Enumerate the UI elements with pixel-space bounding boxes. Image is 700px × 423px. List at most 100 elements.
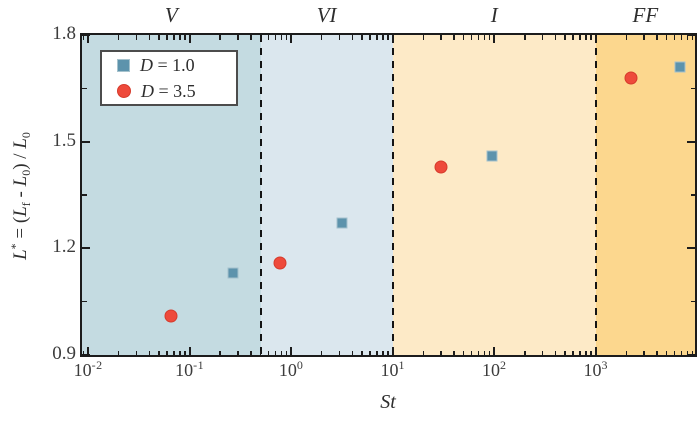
legend-value: = 3.5 [154, 80, 196, 101]
minor-tick [351, 350, 354, 355]
minor-tick [184, 35, 186, 40]
regime-boundary-line [391, 35, 394, 355]
minor-tick [166, 35, 168, 40]
minor-tick [361, 35, 363, 40]
minor-tick [285, 35, 288, 40]
minor-tick [524, 350, 526, 355]
region-band-vi [260, 35, 393, 355]
minor-tick [690, 87, 695, 90]
data-point-circle [434, 160, 448, 174]
minor-tick [274, 350, 277, 355]
data-point-circle [273, 256, 287, 270]
region-label-ff: FF [632, 3, 659, 27]
minor-tick [376, 35, 378, 40]
major-tick [687, 247, 695, 250]
minor-tick [338, 350, 341, 355]
minor-tick [179, 350, 181, 355]
region-label-i: I [490, 3, 498, 27]
minor-tick [585, 35, 587, 40]
x-axis-label: St [380, 391, 396, 413]
minor-tick [320, 350, 323, 355]
y-tick-label: 1.5 [52, 129, 76, 151]
minor-tick [382, 35, 384, 40]
minor-tick [158, 35, 160, 40]
minor-tick [280, 350, 283, 355]
minor-tick [250, 35, 252, 40]
y-tick-label: 0.9 [52, 343, 76, 364]
regime-boundary-line [594, 35, 597, 355]
minor-tick [422, 350, 424, 355]
minor-tick [117, 350, 120, 355]
major-tick [82, 247, 90, 250]
minor-tick [338, 35, 341, 40]
minor-tick [387, 350, 389, 355]
minor-tick [483, 350, 486, 355]
y-tick-label: 1.8 [52, 23, 76, 44]
minor-tick [361, 350, 363, 355]
minor-tick [680, 35, 683, 40]
minor-tick [673, 350, 676, 355]
minor-tick [82, 35, 85, 40]
x-tick-label: 102 [481, 358, 507, 380]
minor-tick [184, 350, 186, 355]
major-tick [87, 35, 90, 43]
y-axis-label-part: L [10, 175, 31, 187]
minor-tick [453, 35, 455, 40]
minor-tick [590, 350, 592, 355]
region-band-i [392, 35, 596, 355]
legend: D = 1.0 D = 3.5 [100, 50, 238, 106]
minor-tick [267, 350, 270, 355]
minor-tick [259, 350, 262, 355]
data-point-circle [164, 309, 178, 323]
major-tick [594, 347, 597, 355]
minor-tick [82, 194, 87, 196]
minor-tick [237, 350, 239, 355]
circle-marker-icon [117, 84, 131, 98]
minor-tick [280, 35, 283, 40]
major-tick [82, 34, 90, 36]
major-tick [188, 347, 191, 355]
y-axis-label-part: - [10, 186, 31, 203]
y-axis-label-part: L [10, 138, 31, 149]
minor-tick [524, 35, 526, 40]
major-tick [687, 140, 695, 143]
minor-tick [470, 350, 473, 355]
minor-tick [173, 350, 175, 355]
minor-tick [572, 35, 574, 40]
major-tick [391, 347, 394, 355]
x-tick-label: 103 [583, 358, 608, 380]
x-tick-label: 10-1 [175, 358, 205, 380]
major-tick [594, 35, 597, 43]
x-tick-label: 10-2 [73, 358, 103, 380]
major-tick [290, 35, 293, 43]
data-point-square [336, 217, 348, 229]
legend-item-d-3-5: D = 3.5 [117, 81, 236, 102]
minor-tick [488, 350, 491, 355]
legend-label-d-3-5: D = 3.5 [141, 81, 196, 102]
x-tick-exponent: -1 [193, 358, 205, 372]
region-band-ff [595, 35, 695, 355]
x-tick-exponent: 0 [296, 358, 304, 372]
minor-tick [376, 350, 378, 355]
minor-tick [643, 350, 645, 355]
region-label-v: V [164, 3, 178, 27]
minor-tick [219, 350, 221, 355]
minor-tick [477, 35, 480, 40]
minor-tick [625, 350, 628, 355]
region-label-vi: VI [316, 3, 337, 27]
minor-tick [673, 35, 676, 40]
minor-tick [351, 35, 354, 40]
minor-tick [643, 35, 645, 40]
minor-tick [470, 35, 473, 40]
minor-tick [250, 350, 252, 355]
minor-tick [564, 350, 566, 355]
minor-tick [477, 350, 480, 355]
x-tick-exponent: 1 [398, 358, 405, 372]
major-tick [687, 34, 695, 36]
minor-tick [691, 35, 694, 40]
minor-tick [554, 350, 557, 355]
minor-tick [179, 35, 181, 40]
major-tick [82, 140, 90, 143]
minor-tick [656, 35, 658, 40]
minor-tick [166, 350, 168, 355]
